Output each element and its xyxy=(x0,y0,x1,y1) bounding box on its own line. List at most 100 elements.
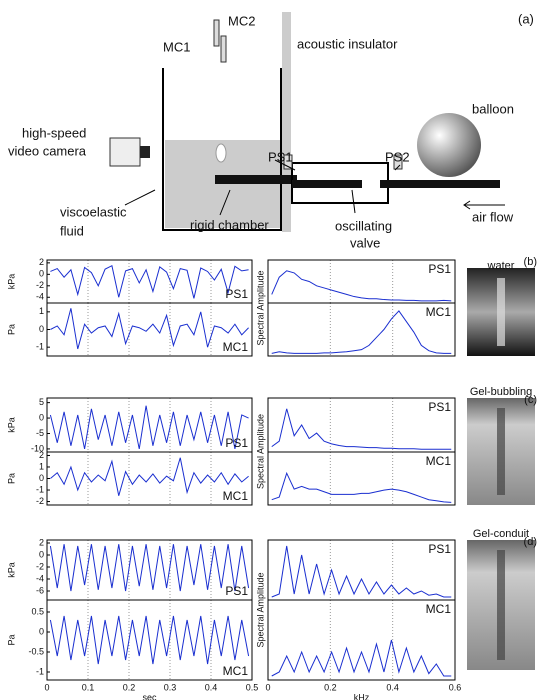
label: viscoelastic xyxy=(60,204,127,219)
x-tick-label: 0 xyxy=(265,682,270,692)
photo-label: water xyxy=(487,260,515,272)
x-tick-label: 0.6 xyxy=(449,682,462,692)
y-tick-label: 0 xyxy=(39,473,44,483)
photo-jet xyxy=(497,408,505,495)
photo-label: Gel-conduit xyxy=(473,528,529,540)
axis-label: kPa xyxy=(6,274,16,290)
signal-trace xyxy=(271,408,452,450)
y-tick-label: 1 xyxy=(39,461,44,471)
axis-label: Pa xyxy=(6,324,16,335)
signal-trace xyxy=(49,405,249,450)
insulator xyxy=(282,12,291,232)
plot-frame xyxy=(267,599,456,681)
axis-label: kHz xyxy=(354,692,370,700)
signal-trace xyxy=(49,544,250,592)
y-tick-label: 2 xyxy=(39,537,44,547)
panel-letter: (c) xyxy=(524,394,537,406)
label: balloon xyxy=(472,101,514,116)
y-tick-label: -0.5 xyxy=(28,646,44,656)
y-tick-label: 5 xyxy=(39,397,44,407)
plot-frame xyxy=(267,302,456,357)
label: fluid xyxy=(60,223,84,238)
x-tick-label: 0 xyxy=(44,682,49,692)
y-tick-label: -2 xyxy=(36,280,44,290)
label: MC2 xyxy=(228,13,255,28)
y-tick-label: -1 xyxy=(36,342,44,352)
x-tick-label: 0.4 xyxy=(386,682,399,692)
y-tick-label: 0 xyxy=(39,549,44,559)
mic xyxy=(213,19,220,47)
camera xyxy=(109,137,141,167)
y-tick-label: -2 xyxy=(36,561,44,571)
y-tick-label: 1 xyxy=(39,306,44,316)
x-tick-label: 0.1 xyxy=(82,682,95,692)
plot-frame xyxy=(46,451,253,506)
balloon xyxy=(417,113,481,177)
y-tick-label: -10 xyxy=(31,443,44,453)
axis-label: Spectral Amplitude xyxy=(255,572,265,647)
y-tick-label: 0 xyxy=(39,269,44,279)
pipe xyxy=(380,180,500,188)
photo-jet xyxy=(497,550,505,660)
y-tick-label: -4 xyxy=(36,292,44,302)
plot-frame xyxy=(267,451,456,506)
chamber xyxy=(162,68,282,231)
label: acoustic insulator xyxy=(297,36,398,51)
trace-label: MC1 xyxy=(426,602,452,616)
y-tick-label: -6 xyxy=(36,585,44,595)
y-tick-label: -4 xyxy=(36,573,44,583)
plot-frame xyxy=(267,397,456,453)
y-tick-label: 0 xyxy=(39,412,44,422)
x-tick-label: 0.4 xyxy=(205,682,218,692)
trace-label: PS1 xyxy=(428,400,451,414)
trace-label: PS1 xyxy=(428,542,451,556)
label: video camera xyxy=(8,143,87,158)
x-tick-label: 0.3 xyxy=(164,682,177,692)
label: oscillating xyxy=(335,218,392,233)
plot-frame xyxy=(46,599,253,681)
trace-label: MC1 xyxy=(223,664,249,678)
leader-lines xyxy=(124,159,401,216)
signal-trace xyxy=(50,264,249,299)
x-tick-label: 0.5 xyxy=(246,682,259,692)
label: MC1 xyxy=(163,39,190,54)
signal-trace xyxy=(271,270,452,302)
y-tick-label: 0 xyxy=(39,626,44,636)
trace-label: MC1 xyxy=(223,340,249,354)
y-tick-label: -1 xyxy=(36,666,44,676)
x-tick-label: 0.2 xyxy=(324,682,337,692)
pipe xyxy=(292,180,362,188)
signal-trace xyxy=(50,457,249,496)
trace-label: MC1 xyxy=(426,454,452,468)
trace-label: PS1 xyxy=(225,584,248,598)
panel-letter: (b) xyxy=(524,256,537,268)
label: rigid chamber xyxy=(190,217,269,232)
panel-letter: (d) xyxy=(524,536,537,548)
axis-label: kPa xyxy=(6,417,16,433)
y-tick-label: 2 xyxy=(39,450,44,460)
trace-label: MC1 xyxy=(223,489,249,503)
signal-trace xyxy=(271,310,452,354)
signal-trace xyxy=(271,471,452,503)
axis-label: Pa xyxy=(6,634,16,645)
pipe xyxy=(215,175,297,184)
y-tick-label: -2 xyxy=(36,496,44,506)
arrow xyxy=(463,200,505,210)
panel-letter: (a) xyxy=(518,11,534,26)
axis-label: Spectral Amplitude xyxy=(255,414,265,489)
axis-label: Spectral Amplitude xyxy=(255,270,265,345)
axis-label: sec xyxy=(142,692,157,700)
diagram: (a) MC2 MC1 acoustic insulator high-spee… xyxy=(8,11,534,250)
axis-label: kPa xyxy=(6,562,16,578)
photo-jet xyxy=(497,278,505,346)
trace-label: MC1 xyxy=(426,305,452,319)
y-tick-label: 0 xyxy=(39,324,44,334)
trace-label: PS1 xyxy=(428,262,451,276)
signal-trace xyxy=(271,639,452,677)
x-tick-label: 0.2 xyxy=(123,682,136,692)
y-tick-label: 0.5 xyxy=(31,606,44,616)
mic xyxy=(220,35,227,63)
plot-frame xyxy=(46,302,253,357)
